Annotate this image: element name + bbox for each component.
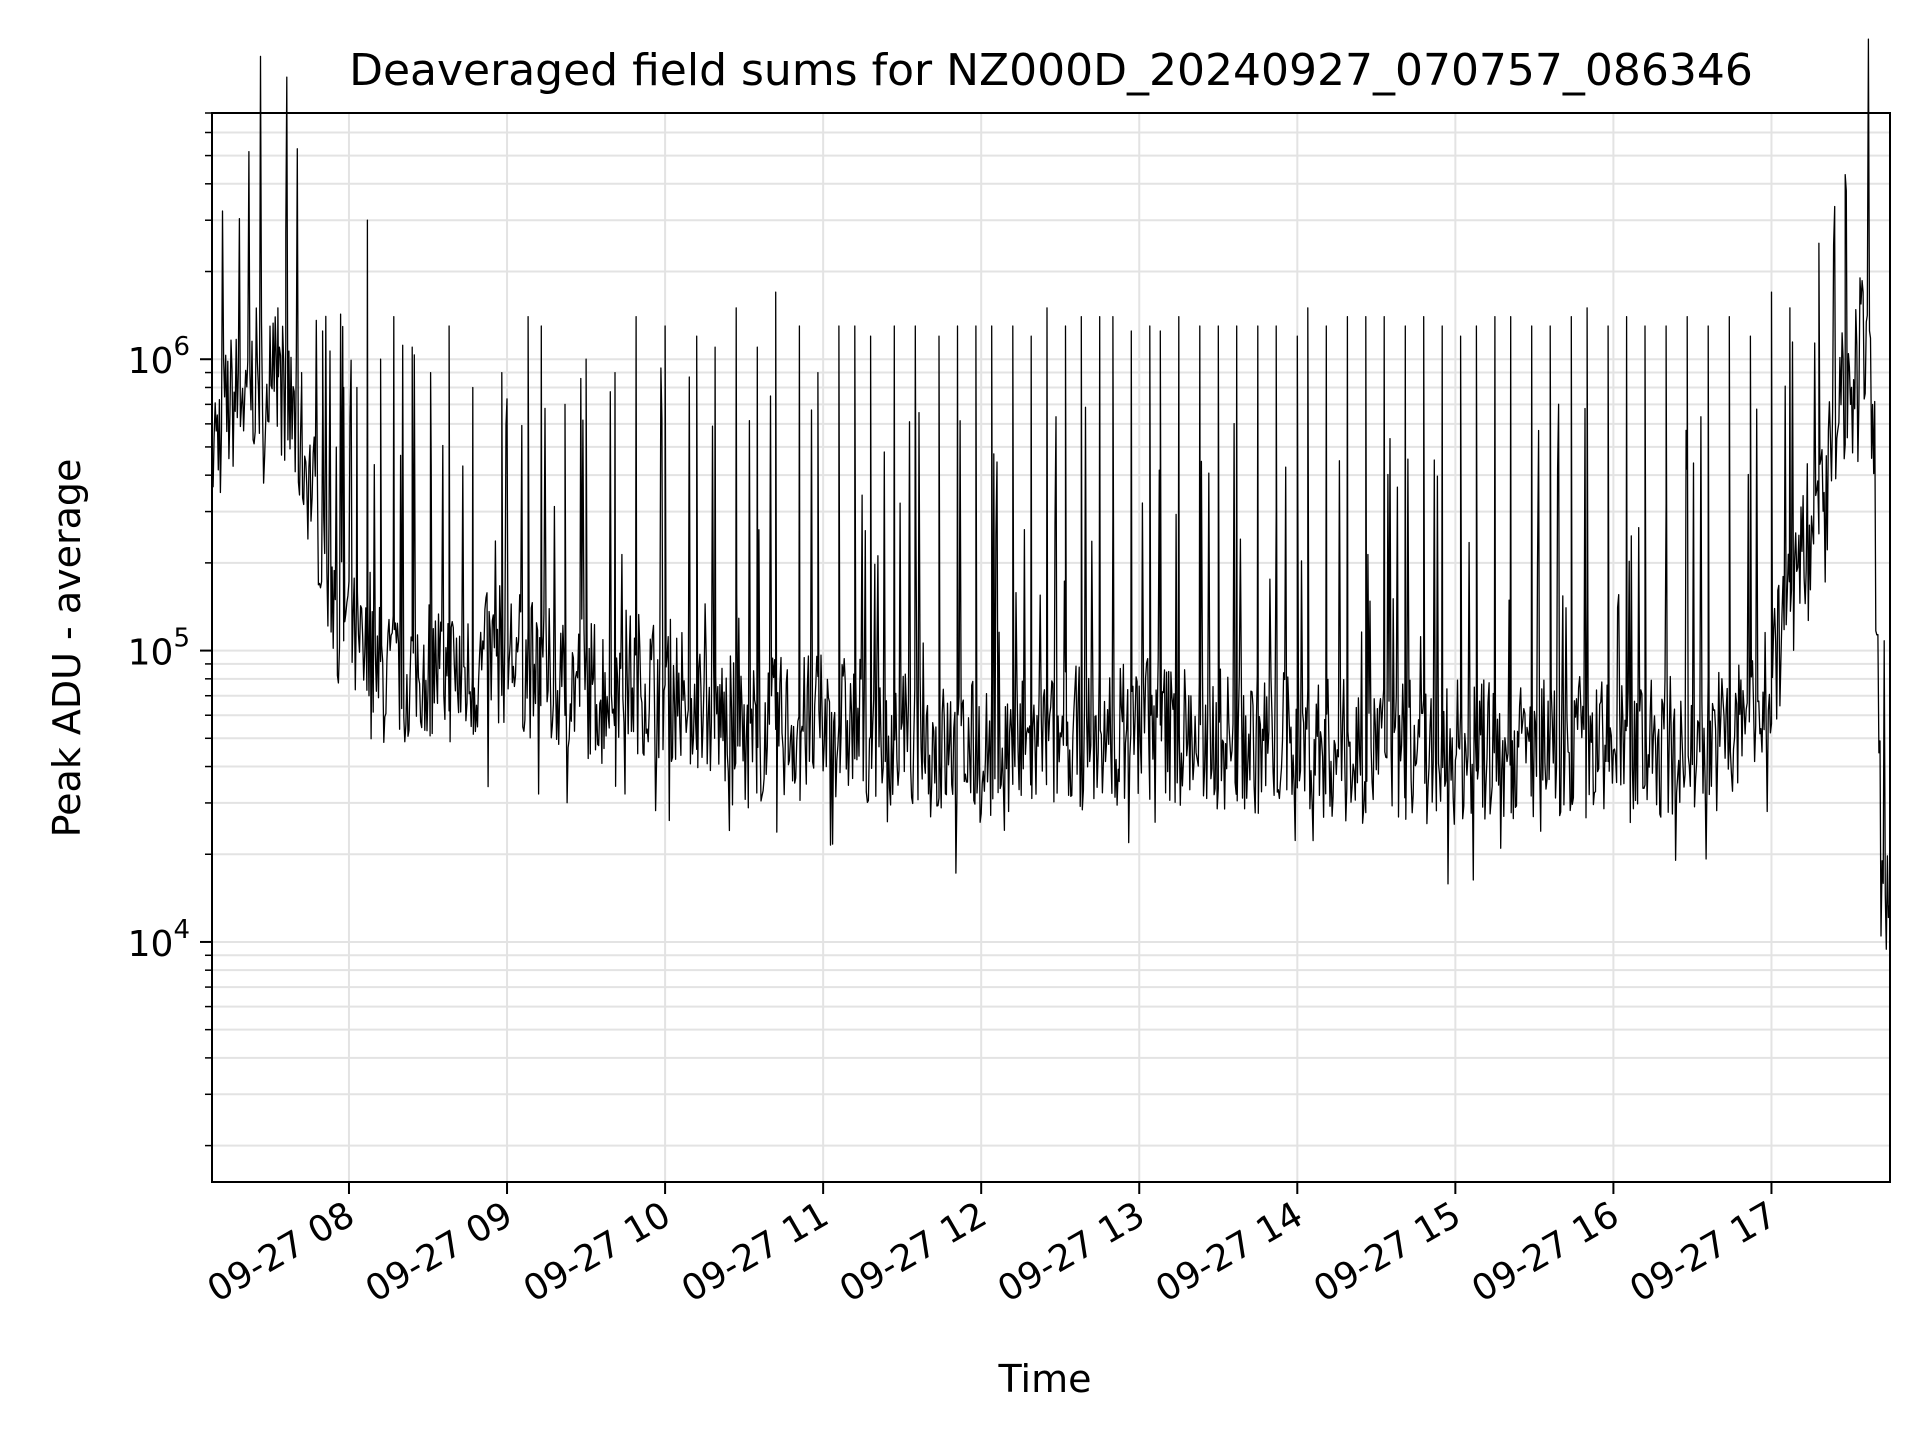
y-axis-label: Peak ADU - average	[45, 459, 89, 838]
y-tick-label: 106	[128, 332, 190, 382]
axes-frame	[211, 112, 1891, 1183]
series-line	[211, 38, 1891, 950]
x-axis-label: Time	[998, 1357, 1092, 1401]
chart-title: Deaveraged field sums for NZ000D_2024092…	[349, 45, 1753, 96]
y-tick-label: 104	[128, 915, 190, 965]
grid	[212, 112, 1890, 1182]
plot-area	[211, 38, 1891, 950]
y-tick-label: 105	[128, 624, 190, 674]
y-axis: 104 105 106	[128, 112, 212, 1147]
